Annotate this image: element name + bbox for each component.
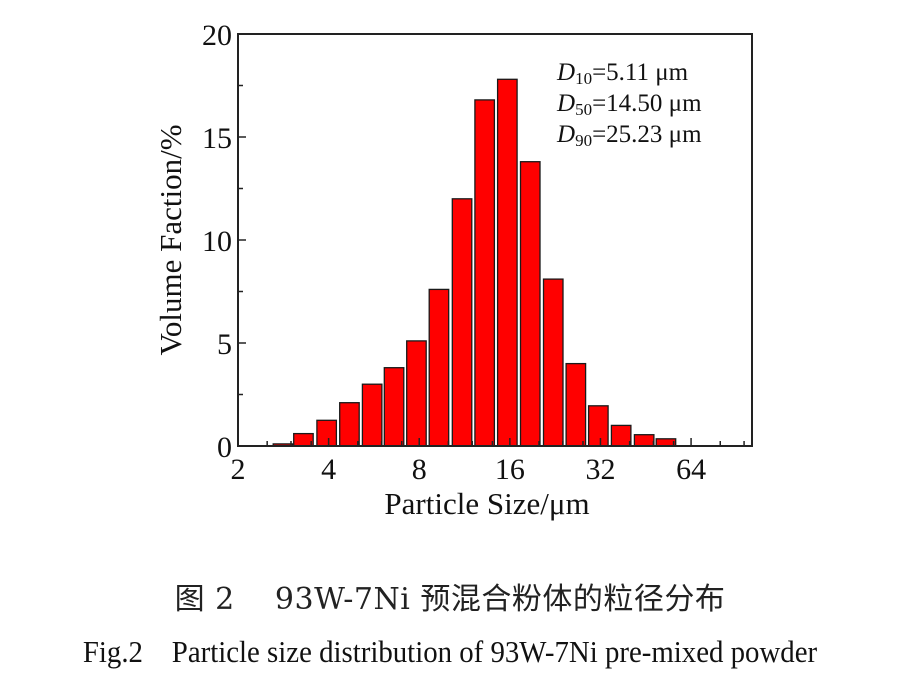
plot-frame bbox=[237, 33, 753, 447]
bar bbox=[316, 419, 338, 447]
bar bbox=[383, 367, 405, 447]
caption-english: Fig.2 Particle size distribution of 93W-… bbox=[82, 634, 818, 669]
bar bbox=[496, 78, 518, 447]
bars-layer bbox=[272, 78, 677, 447]
bar bbox=[361, 383, 383, 447]
bar bbox=[587, 405, 609, 447]
bar bbox=[655, 438, 677, 447]
y-tick-label: 5 bbox=[217, 328, 232, 361]
x-tick-label: 16 bbox=[495, 453, 525, 486]
x-tick-label: 2 bbox=[231, 453, 246, 486]
bar bbox=[542, 278, 564, 447]
y-axis-ticks bbox=[238, 33, 246, 447]
x-tick-labels: 2 4 8 16 32 64 bbox=[231, 453, 707, 486]
bar bbox=[633, 434, 655, 447]
bar bbox=[610, 424, 632, 447]
y-tick-label: 10 bbox=[202, 225, 232, 258]
bar bbox=[428, 288, 450, 447]
y-tick-label: 0 bbox=[217, 431, 232, 464]
statistic-d50: D50=14.50 μm bbox=[556, 90, 702, 119]
statistic-d90: D90=25.23 μm bbox=[556, 121, 702, 150]
caption-chinese: 图 2 93W-7Ni 预混合粉体的粒径分布 bbox=[174, 582, 726, 617]
bar bbox=[474, 99, 496, 447]
bar bbox=[339, 402, 360, 447]
bar bbox=[406, 340, 427, 447]
y-tick-label: 15 bbox=[202, 122, 232, 155]
particle-size-chart: 2 4 8 16 32 64 0 5 10 15 20 Particle Size/μm Volu… bbox=[153, 19, 753, 521]
bar bbox=[565, 362, 587, 447]
statistic-d10: D10=5.11 μm bbox=[556, 59, 689, 88]
x-tick-label: 4 bbox=[321, 453, 336, 486]
bar bbox=[451, 198, 473, 447]
bar bbox=[519, 161, 541, 447]
bar bbox=[293, 432, 314, 447]
x-tick-label: 64 bbox=[676, 453, 706, 486]
y-tick-label: 20 bbox=[202, 19, 232, 52]
x-tick-label: 32 bbox=[585, 453, 615, 486]
y-tick-labels: 0 5 10 15 20 bbox=[202, 19, 232, 464]
x-tick-label: 8 bbox=[412, 453, 427, 486]
y-axis-title: Volume Faction/% bbox=[153, 124, 188, 355]
x-axis-title: Particle Size/μm bbox=[384, 486, 589, 521]
